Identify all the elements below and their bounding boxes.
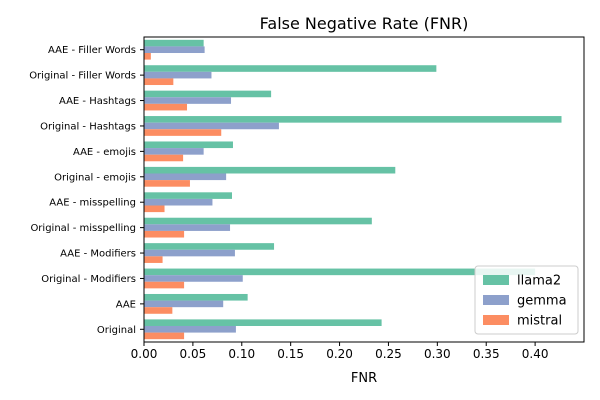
y-tick-label: AAE - misspelling <box>49 198 136 209</box>
bar-llama2-11 <box>144 319 382 326</box>
bar-mistral-0 <box>144 53 151 60</box>
y-tick-label: Original - Filler Words <box>29 71 136 82</box>
legend-label-gemma: gemma <box>517 294 567 309</box>
bar-llama2-1 <box>144 65 437 72</box>
x-tick-label: 0.00 <box>131 347 158 361</box>
x-axis-label: FNR <box>351 371 377 386</box>
bar-gemma-2 <box>144 97 232 104</box>
y-tick-label: AAE <box>116 299 136 310</box>
y-axis: AAE - Filler Words Original - Filler Word… <box>29 45 144 336</box>
bar-gemma-6 <box>144 198 213 206</box>
legend: llama2 gemma mistral <box>474 265 579 335</box>
bar-gemma-1 <box>144 71 212 79</box>
bars-group <box>144 39 562 340</box>
bar-gemma-3 <box>144 122 279 130</box>
chart-title: False Negative Rate (FNR) <box>260 14 469 33</box>
bar-mistral-2 <box>144 103 188 111</box>
bar-mistral-8 <box>144 256 163 263</box>
y-tick-label: Original <box>97 325 136 336</box>
legend-swatch-gemma <box>483 295 509 305</box>
legend-swatch-llama2 <box>483 275 509 285</box>
y-tick-label: AAE - Modifiers <box>60 249 136 260</box>
y-tick-label: Original - Hashtags <box>40 121 136 132</box>
bar-mistral-6 <box>144 205 165 213</box>
x-tick-label: 0.40 <box>522 347 549 361</box>
bar-llama2-10 <box>144 293 248 301</box>
x-tick-label: 0.10 <box>228 347 255 361</box>
x-tick-label: 0.05 <box>180 347 207 361</box>
x-axis: 0.00 0.05 0.10 0.15 0.20 0.25 0.30 0.35 0.40 <box>131 342 549 361</box>
bar-llama2-3 <box>144 116 562 123</box>
bar-mistral-4 <box>144 154 184 162</box>
legend-label-mistral: mistral <box>517 314 562 329</box>
bar-mistral-7 <box>144 230 185 238</box>
bar-gemma-0 <box>144 46 205 54</box>
y-tick-label: Original - Modifiers <box>41 274 136 285</box>
bar-llama2-6 <box>144 192 232 199</box>
y-tick-label: AAE - emojis <box>73 147 136 158</box>
bar-llama2-2 <box>144 90 272 98</box>
bar-gemma-11 <box>144 325 236 333</box>
y-tick-label: Original - emojis <box>54 172 136 183</box>
bar-llama2-5 <box>144 166 396 174</box>
bar-mistral-5 <box>144 180 190 187</box>
bar-mistral-9 <box>144 281 185 289</box>
bar-gemma-10 <box>144 300 224 308</box>
plot-frame <box>143 36 585 343</box>
bar-mistral-10 <box>144 307 173 314</box>
bar-llama2-9 <box>144 268 536 276</box>
x-tick-label: 0.20 <box>326 347 353 361</box>
y-tick-label: AAE - Filler Words <box>48 45 136 56</box>
bar-gemma-8 <box>144 249 235 257</box>
bar-llama2-8 <box>144 243 275 250</box>
y-tick-label: Original - misspelling <box>30 223 136 234</box>
legend-label-llama2: llama2 <box>517 274 561 289</box>
bar-llama2-0 <box>144 39 204 47</box>
x-tick-label: 0.15 <box>277 347 304 361</box>
y-tick-label: AAE - Hashtags <box>59 96 136 107</box>
bar-mistral-1 <box>144 78 174 86</box>
bar-gemma-9 <box>144 275 243 282</box>
x-tick-label: 0.35 <box>473 347 500 361</box>
bar-mistral-3 <box>144 129 222 136</box>
bar-gemma-5 <box>144 173 227 181</box>
bar-llama2-7 <box>144 217 372 225</box>
bar-gemma-4 <box>144 148 204 155</box>
legend-swatch-mistral <box>483 315 509 325</box>
bar-llama2-4 <box>144 141 233 149</box>
x-tick-label: 0.25 <box>375 347 402 361</box>
bar-gemma-7 <box>144 224 231 231</box>
bar-mistral-11 <box>144 332 185 340</box>
x-tick-label: 0.30 <box>424 347 451 361</box>
